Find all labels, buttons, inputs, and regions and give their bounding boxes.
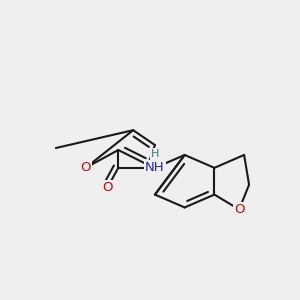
Text: H: H	[151, 149, 159, 159]
Text: NH: NH	[145, 161, 165, 174]
Text: O: O	[234, 203, 244, 216]
Text: O: O	[80, 161, 91, 174]
Text: O: O	[102, 181, 112, 194]
